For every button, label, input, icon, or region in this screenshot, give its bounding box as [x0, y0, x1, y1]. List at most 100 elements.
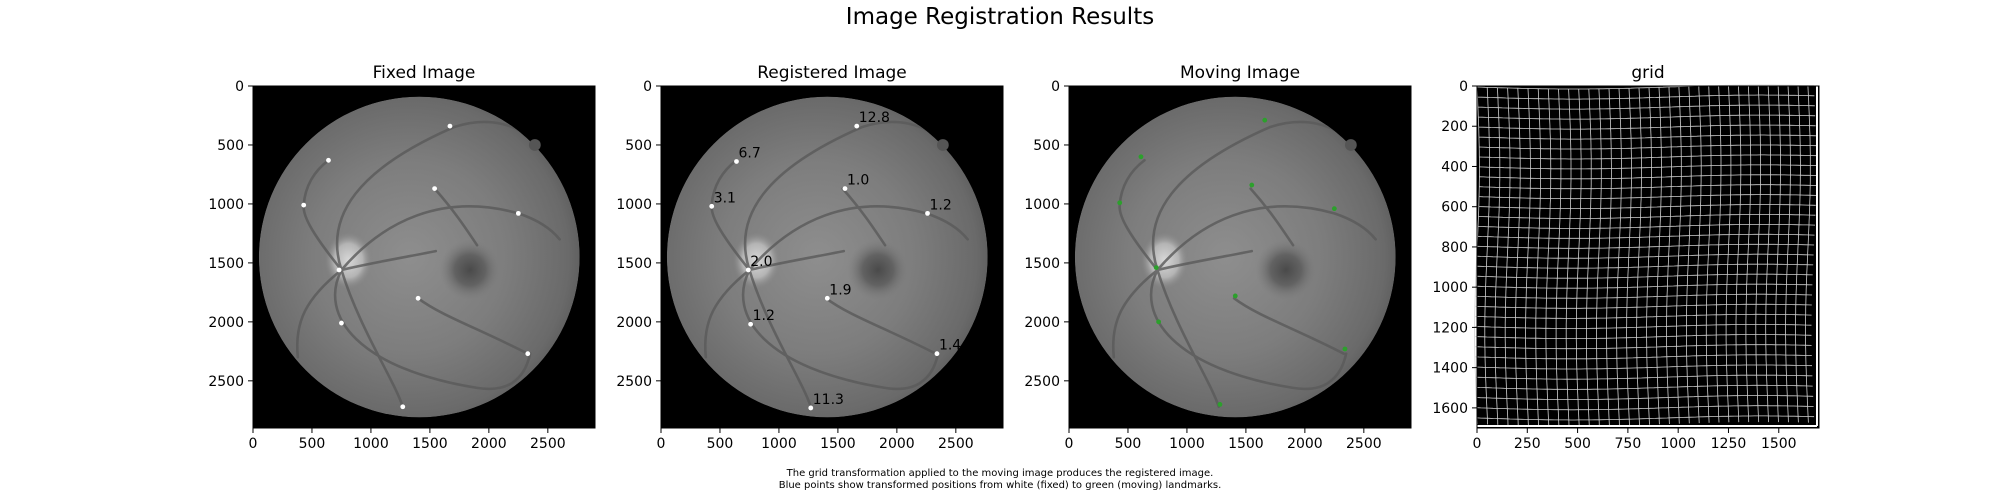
blood-vessel — [1156, 205, 1377, 272]
landmark-point — [1342, 346, 1348, 352]
panel-title: Registered Image — [757, 63, 907, 83]
y-tick-label: 200 — [1441, 119, 1468, 135]
axes-frame — [660, 85, 1004, 429]
panel-fixed-image: 0 500 1000 1500 2000 2500 0 500 1000 1500 2000 2500… — [208, 63, 596, 452]
grid-line-horizontal — [1476, 395, 1814, 400]
landmark-point — [415, 295, 421, 301]
blood-vessel — [416, 296, 530, 356]
y-tick-label: 0 — [1459, 79, 1468, 95]
y-tick-label: 800 — [1441, 240, 1468, 256]
x-tick-label: 1000 — [761, 436, 797, 452]
x-tick-label: 1500 — [412, 436, 448, 452]
grid-line-horizontal — [1479, 194, 1817, 200]
x-tick-label: 0 — [1473, 436, 1482, 452]
panel-moving-image: 0 500 1000 1500 2000 2500 0 500 1000 1500 2000 2500… — [1024, 63, 1412, 452]
blood-vessel — [743, 120, 943, 272]
blood-vessel — [1149, 268, 1348, 391]
landmark-point — [1217, 402, 1223, 407]
x-tick-label: 0 — [1065, 436, 1074, 452]
landmark-point — [1232, 293, 1238, 299]
landmark-error-label: 1.2 — [930, 197, 952, 213]
x-tick-label: 500 — [1115, 436, 1142, 452]
fundus-image — [258, 96, 580, 418]
landmark-error-label: 3.1 — [714, 190, 736, 206]
landmark-point — [734, 159, 739, 164]
landmark-error-label: 1.9 — [829, 282, 851, 298]
panel-grid: 0 250 500 750 1000 1250 1500 0 200 400 600 800 1000 1… — [1432, 63, 1820, 452]
grid-line-horizontal — [1477, 233, 1815, 239]
blood-vessel — [1151, 120, 1351, 272]
grid-line-horizontal — [1476, 263, 1814, 269]
blood-vessel — [1249, 187, 1295, 247]
landmarks: 12.8 6.7 3.1 1.0 1.2 2.0 1.9 1.2 1.4 11.3 — [709, 110, 961, 411]
grid-line-horizontal — [1475, 293, 1813, 299]
x-tick-label: 2500 — [1346, 436, 1382, 452]
landmark-point — [447, 123, 453, 129]
landmark-point — [432, 186, 438, 192]
landmark-point — [1153, 265, 1159, 271]
y-tick-label: 0 — [643, 79, 652, 95]
y-tick-label: 2000 — [616, 315, 652, 331]
macula — [1255, 239, 1317, 301]
axes-frame — [1068, 85, 1412, 429]
y-tick-label: 2500 — [616, 374, 652, 390]
grid-line-horizontal — [1478, 214, 1816, 219]
landmark-point — [925, 210, 930, 216]
y-tick-label: 1000 — [616, 197, 652, 213]
panel-title: Fixed Image — [373, 63, 476, 83]
landmark-point — [336, 267, 342, 273]
y-tick-label: 1000 — [1024, 197, 1060, 213]
grid-line-horizontal — [1474, 303, 1812, 309]
landmark-point — [301, 202, 307, 208]
blood-vessel — [340, 205, 561, 272]
grid-line-horizontal — [1477, 224, 1816, 229]
grid-line-horizontal — [1479, 174, 1817, 180]
x-tick-label: 2000 — [471, 436, 507, 452]
y-tick-label: 500 — [217, 138, 244, 154]
blood-vessel — [340, 249, 438, 272]
blood-vessel — [748, 205, 969, 272]
deformation-grid — [1474, 84, 1817, 427]
blood-vessel — [1111, 268, 1159, 359]
reflection-spot — [1344, 139, 1357, 151]
y-tick-label: 1400 — [1432, 361, 1468, 377]
axes-frame — [1476, 85, 1820, 429]
landmark-error-label: 2.0 — [750, 254, 772, 270]
fundus-disc — [1074, 96, 1396, 418]
x-tick-label: 1000 — [1660, 436, 1696, 452]
y-tick-label: 500 — [625, 138, 652, 154]
blood-vessel — [340, 268, 405, 409]
blood-vessel — [824, 296, 938, 356]
grid-line-horizontal — [1474, 324, 1812, 329]
y-tick-label: 500 — [1033, 138, 1060, 154]
y-tick-label: 1500 — [1024, 256, 1060, 272]
landmark-error-label: 1.4 — [939, 338, 961, 354]
landmark-error-label: 12.8 — [859, 110, 890, 126]
figure-caption: The grid transformation applied to the m… — [0, 468, 2000, 492]
blood-vessel — [748, 268, 813, 409]
landmark-point — [1331, 206, 1337, 212]
grid-line-horizontal — [1477, 94, 1815, 100]
macula — [847, 239, 909, 301]
grid-line-horizontal — [1479, 154, 1817, 160]
x-tick-label: 2000 — [1287, 436, 1323, 452]
y-tick-label: 1000 — [208, 197, 244, 213]
grid-line-horizontal — [1477, 243, 1815, 249]
blood-vessel — [748, 249, 846, 272]
blood-vessels — [1111, 120, 1377, 409]
grid-line-horizontal — [1478, 204, 1816, 209]
blood-vessel — [703, 268, 751, 359]
grid-line-horizontal — [1475, 283, 1813, 289]
grid-line-horizontal — [1477, 104, 1815, 110]
landmark-point — [1138, 154, 1144, 160]
axes-frame — [252, 85, 596, 429]
grid-line-horizontal — [1475, 273, 1813, 279]
macula — [439, 239, 501, 301]
x-tick-label: 500 — [707, 436, 734, 452]
x-tick-label: 2500 — [530, 436, 566, 452]
x-tick-label: 1250 — [1711, 436, 1747, 452]
grid-line-horizontal — [1476, 253, 1814, 259]
x-tick-label: 1000 — [1169, 436, 1205, 452]
y-tick-label: 600 — [1441, 200, 1468, 216]
y-tick-label: 1200 — [1432, 320, 1468, 336]
